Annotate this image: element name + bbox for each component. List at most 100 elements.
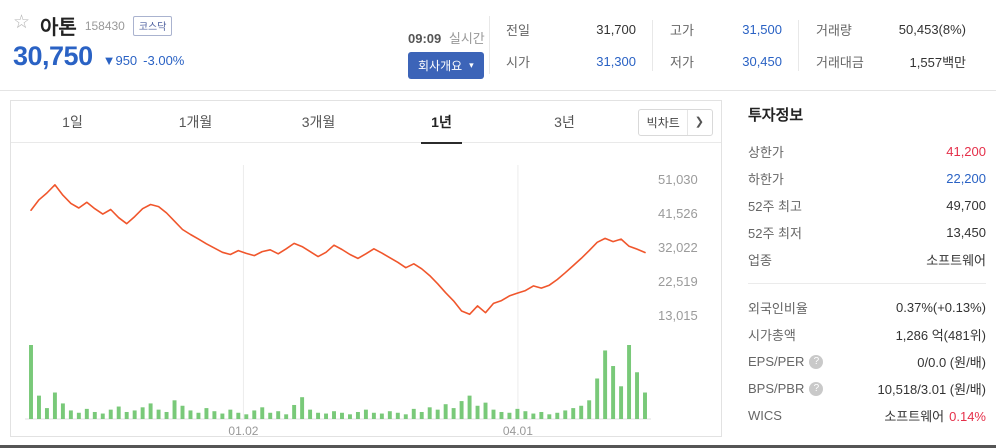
info-row-bps-pbr: BPS/PBR? 10,518/3.01 (원/배) <box>748 375 986 402</box>
quote-value: 31,700 <box>596 22 636 37</box>
company-overview-button[interactable]: 회사개요 ▾ <box>408 52 484 79</box>
quote-label: 시가 <box>506 55 530 70</box>
big-chart-button[interactable]: 빅차트 ❯ <box>637 109 713 136</box>
info-row-sector: 업종 소프트웨어 <box>748 246 986 273</box>
info-label: 시가총액 <box>748 328 796 343</box>
quote-label: 전일 <box>506 23 530 38</box>
info-row-upper-limit: 상한가 41,200 <box>748 138 986 165</box>
quote-cell-trade-value: 거래대금 1,557백만 <box>816 52 966 71</box>
chart-panel: 1일 1개월 3개월 1년 3년 빅차트 ❯ 01.02 04.01 51,030 4… <box>10 100 722 437</box>
header-vertical-divider <box>489 16 490 74</box>
info-value: 13,450 <box>946 225 986 240</box>
help-icon[interactable]: ? <box>809 354 824 369</box>
info-value: 0.37%(+0.13%) <box>896 300 986 315</box>
quote-value: 31,300 <box>596 54 636 69</box>
quote-label: 거래대금 <box>816 55 864 70</box>
info-row-lower-limit: 하한가 22,200 <box>748 165 986 192</box>
quote-column: 고가 31,500 저가 30,450 <box>652 20 782 71</box>
stock-name: 아톤 <box>40 17 77 39</box>
info-value: 49,700 <box>946 198 986 213</box>
quote-label: 저가 <box>670 55 694 70</box>
info-value: 10,518/3.01 (원/배) <box>877 382 986 397</box>
info-value: 1,286 억(481위) <box>895 328 986 343</box>
stock-title-row: 아톤 158430 코스닥 <box>40 11 173 40</box>
wics-sector: 소프트웨어 <box>884 409 945 424</box>
svg-text:41,526: 41,526 <box>658 206 698 221</box>
info-label: 52주 최저 <box>748 226 802 241</box>
info-row-market-cap: 시가총액 1,286 억(481위) <box>748 321 986 348</box>
info-row-52w-high: 52주 최고 49,700 <box>748 192 986 219</box>
down-arrow-icon: ▼ <box>102 53 116 68</box>
tab-3month[interactable]: 3개월 <box>257 101 380 142</box>
info-label: EPS/PER? <box>748 354 824 369</box>
quote-summary-table: 전일 31,700 시가 31,300 고가 31,500 저가 30,450 … <box>506 20 966 71</box>
quote-cell-high: 고가 31,500 <box>670 20 782 39</box>
svg-text:51,030: 51,030 <box>658 172 698 187</box>
svg-text:13,015: 13,015 <box>658 308 698 323</box>
price-row: 30,750 ▼950 -3.00% <box>13 41 184 72</box>
tab-label: 1년 <box>421 103 462 144</box>
info-value: 0/0.0 (원/배) <box>917 355 986 370</box>
tab-label: 1일 <box>62 114 83 130</box>
info-value: 41,200 <box>946 144 986 159</box>
quote-value: 31,500 <box>742 22 782 37</box>
current-price: 30,750 <box>13 41 93 71</box>
info-label: 상한가 <box>748 145 784 160</box>
change-percent: -3.00% <box>143 53 185 68</box>
tab-1day[interactable]: 1일 <box>11 101 134 142</box>
info-row-wics: WICS 소프트웨어 0.14% <box>748 402 986 429</box>
info-label: 52주 최고 <box>748 199 802 214</box>
info-label: 업종 <box>748 253 772 268</box>
info-label-text: BPS/PBR <box>748 381 805 396</box>
tab-1month[interactable]: 1개월 <box>134 101 257 142</box>
price-volume-chart: 01.02 04.01 51,030 41,526 32,022 22,519 13,015 <box>25 165 698 436</box>
quote-cell-low: 저가 30,450 <box>670 52 782 71</box>
price-change: ▼950 -3.00% <box>103 53 185 68</box>
stock-code: 158430 <box>84 18 125 33</box>
info-row-eps-per: EPS/PER? 0/0.0 (원/배) <box>748 348 986 375</box>
info-value: 소프트웨어 0.14% <box>884 406 986 425</box>
help-icon[interactable]: ? <box>809 381 824 396</box>
tab-label: 3년 <box>554 114 575 130</box>
info-label: 하한가 <box>748 172 784 187</box>
tab-3year[interactable]: 3년 <box>503 101 626 142</box>
svg-text:32,022: 32,022 <box>658 240 698 255</box>
svg-text:04.01: 04.01 <box>503 424 533 436</box>
bottom-border <box>0 445 996 448</box>
realtime-quote-time: 09:09 실시간 <box>408 28 485 47</box>
quote-value: 50,453(8%) <box>898 22 966 37</box>
realtime-label: 실시간 <box>448 31 485 46</box>
investment-info-panel: 투자정보 상한가 41,200 하한가 22,200 52주 최고 49,700… <box>748 104 986 429</box>
wics-percent: 0.14% <box>949 409 986 424</box>
info-value: 22,200 <box>946 171 986 186</box>
svg-text:01.02: 01.02 <box>228 424 258 436</box>
svg-text:22,519: 22,519 <box>658 274 698 289</box>
info-value: 소프트웨어 <box>926 253 986 268</box>
quote-cell-volume: 거래량 50,453(8%) <box>816 20 966 39</box>
quote-label: 거래량 <box>816 23 852 38</box>
chevron-right-icon: ❯ <box>686 110 704 135</box>
quote-value: 1,557백만 <box>909 55 966 70</box>
quote-value: 30,450 <box>742 54 782 69</box>
info-row-foreign-ratio: 외국인비율 0.37%(+0.13%) <box>748 294 986 321</box>
info-label: BPS/PBR? <box>748 381 824 396</box>
quote-cell-open: 시가 31,300 <box>506 52 636 71</box>
tab-label: 1개월 <box>178 114 213 130</box>
change-value: 950 <box>115 53 138 68</box>
quote-time: 09:09 <box>408 31 442 46</box>
info-label-text: EPS/PER <box>748 354 805 369</box>
tab-1year[interactable]: 1년 <box>380 101 503 144</box>
market-badge: 코스닥 <box>132 15 173 36</box>
favorite-star-icon[interactable]: ☆ <box>13 12 31 33</box>
chart-period-tabs: 1일 1개월 3개월 1년 3년 빅차트 ❯ <box>11 101 721 144</box>
quote-column: 거래량 50,453(8%) 거래대금 1,557백만 <box>798 20 966 71</box>
investment-info-title: 투자정보 <box>748 107 804 124</box>
info-divider <box>748 283 986 284</box>
tab-label: 3개월 <box>301 114 336 130</box>
info-label: WICS <box>748 408 782 423</box>
quote-cell-prev-close: 전일 31,700 <box>506 20 636 39</box>
chevron-down-icon: ▾ <box>469 60 474 70</box>
quote-column: 전일 31,700 시가 31,300 <box>506 20 636 71</box>
quote-label: 고가 <box>670 23 694 38</box>
